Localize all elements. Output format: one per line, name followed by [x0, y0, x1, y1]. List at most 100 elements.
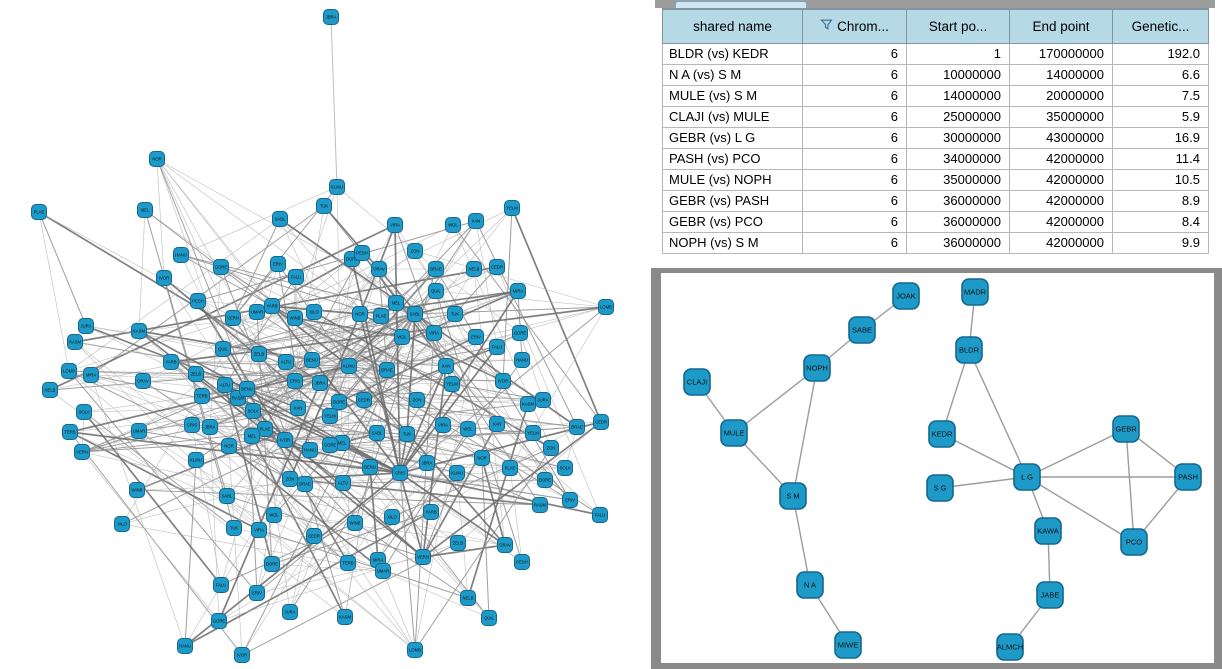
table-row[interactable]: CLAJI (vs) MULE 6 25000000 35000000 5.9 [662, 105, 1209, 128]
network-node[interactable]: YELM [525, 425, 541, 441]
network-node[interactable]: ORAV [135, 373, 151, 389]
cell-value[interactable]: 9.9 [1112, 231, 1209, 254]
network-node[interactable]: GORE [213, 259, 229, 275]
cell-value[interactable]: 14000000 [906, 84, 1010, 107]
network-node[interactable]: PESH [354, 245, 370, 261]
network-node[interactable]: JBRA [323, 9, 339, 25]
network-node[interactable]: LOMB [407, 642, 423, 658]
cell-value[interactable]: 6 [802, 147, 907, 170]
table-row[interactable]: GEBR (vs) PCO 6 36000000 42000000 8.4 [662, 210, 1209, 233]
network-node[interactable]: RASM [67, 334, 83, 350]
network-node[interactable]: BENU [304, 352, 320, 368]
network-node[interactable]: PASH [1174, 463, 1202, 491]
network-node[interactable]: ZELB [251, 346, 267, 362]
network-node[interactable]: YARB [423, 504, 439, 520]
cell-shared-name[interactable]: BLDR (vs) KEDR [662, 42, 803, 65]
network-node[interactable]: SOLV [245, 403, 261, 419]
network-node[interactable]: DORE [331, 394, 347, 410]
network-node[interactable]: FALU [592, 507, 608, 523]
network-node[interactable]: ALMCH [996, 633, 1024, 661]
network-node[interactable]: UMAR [375, 563, 391, 579]
cell-value[interactable]: 6 [802, 63, 907, 86]
cell-value[interactable]: 36000000 [906, 189, 1010, 212]
network-node[interactable]: SABE [848, 316, 876, 344]
network-node[interactable]: JBRA [312, 375, 328, 391]
cell-value[interactable]: 35000000 [1009, 105, 1113, 128]
cell-value[interactable]: 42000000 [1009, 231, 1113, 254]
network-node[interactable]: JURA [78, 318, 94, 334]
cell-value[interactable]: 170000000 [1009, 42, 1113, 65]
cell-value[interactable]: 43000000 [1009, 126, 1113, 149]
network-node[interactable]: TUK [447, 306, 463, 322]
column-header-genetic[interactable]: Genetic... [1112, 8, 1209, 44]
network-node[interactable]: ZELB [188, 366, 204, 382]
cell-value[interactable]: 6 [802, 126, 907, 149]
network-node[interactable]: RASM [532, 497, 548, 513]
network-node[interactable]: CEDR [489, 259, 505, 275]
network-node[interactable]: NOPH [803, 354, 831, 382]
network-node[interactable]: VIRA [387, 217, 403, 233]
network-node[interactable]: FALU [213, 577, 229, 593]
cell-value[interactable]: 5.9 [1112, 105, 1209, 128]
network-node[interactable]: TERB [62, 424, 78, 440]
network-node[interactable]: BRAE [379, 362, 395, 378]
network-node[interactable]: LOMB [61, 363, 77, 379]
network-node[interactable]: WOL [460, 421, 476, 437]
network-node[interactable]: ALTU [278, 354, 294, 370]
network-node[interactable]: IVOR [234, 647, 250, 663]
network-node[interactable]: ERIV [270, 256, 286, 272]
network-node[interactable]: TUK [399, 426, 415, 442]
network-node[interactable]: WOL [445, 217, 461, 233]
cell-value[interactable]: 6 [802, 231, 907, 254]
network-node[interactable]: TERB [340, 555, 356, 571]
table-row[interactable]: BLDR (vs) KEDR 6 1 170000000 192.0 [662, 42, 1209, 65]
network-node[interactable]: NELB [460, 590, 476, 606]
network-node[interactable]: DORE [537, 472, 553, 488]
column-header-endpoint[interactable]: End point [1009, 8, 1113, 44]
network-node[interactable]: TERB [194, 388, 210, 404]
network-node[interactable]: FALU [489, 339, 505, 355]
cell-value[interactable]: 6 [802, 84, 907, 107]
network-node[interactable]: GORE [322, 437, 338, 453]
network-node[interactable]: KLMU [449, 465, 465, 481]
cell-value[interactable]: 6 [802, 105, 907, 128]
network-node[interactable]: ORAV [371, 261, 387, 277]
cell-value[interactable]: 42000000 [1009, 210, 1113, 233]
network-node[interactable]: VIRA [435, 417, 451, 433]
cell-shared-name[interactable]: MULE (vs) S M [662, 84, 803, 107]
network-node[interactable]: S G [926, 474, 954, 502]
network-node[interactable]: VERN [415, 549, 431, 565]
network-node[interactable]: QUIL [481, 610, 497, 626]
network-node[interactable]: VERN [225, 310, 241, 326]
network-node[interactable]: PLAE [373, 308, 389, 324]
network-node[interactable]: DORE [264, 556, 280, 572]
table-row[interactable]: N A (vs) S M 6 10000000 14000000 6.6 [662, 63, 1209, 86]
cell-value[interactable]: 10.5 [1112, 168, 1209, 191]
network-node[interactable]: ORAV [497, 537, 513, 553]
network-node[interactable]: SABL [407, 306, 423, 322]
network-node[interactable]: PLAE [502, 460, 518, 476]
network-node[interactable]: XAN [489, 416, 505, 432]
network-node[interactable]: FALU [288, 269, 304, 285]
network-node[interactable]: MIRA [510, 283, 526, 299]
cell-shared-name[interactable]: GEBR (vs) L G [662, 126, 803, 149]
cell-value[interactable]: 16.9 [1112, 126, 1209, 149]
cell-value[interactable]: 36000000 [906, 210, 1010, 233]
network-node[interactable]: MEL [244, 428, 260, 444]
network-node[interactable]: KEDR [928, 420, 956, 448]
network-node[interactable]: CRIS [287, 373, 303, 389]
subnetwork-canvas[interactable]: JOAK MADR SABE BLDR NOPH CLAJI GEBR MULE KEDR L G… [661, 273, 1214, 663]
network-node[interactable]: ZON [409, 392, 425, 408]
network-node[interactable]: L G [1013, 463, 1041, 491]
network-node[interactable]: KLMU [341, 358, 357, 374]
network-node[interactable]: GORE [211, 613, 227, 629]
network-node[interactable]: JURA [282, 604, 298, 620]
network-node[interactable]: BENU [239, 381, 255, 397]
network-node[interactable]: CEDR [306, 528, 322, 544]
cell-value[interactable]: 14000000 [1009, 63, 1113, 86]
main-network-panel[interactable]: JBRA KLMU NOR PLAE MEL SABL TUK VIRA WOL XAN YELM Z… [0, 0, 651, 669]
network-node[interactable]: ZELB [450, 535, 466, 551]
network-node[interactable]: UMAR [131, 423, 147, 439]
cell-value[interactable]: 6 [802, 189, 907, 212]
network-node[interactable]: XILO [306, 304, 322, 320]
